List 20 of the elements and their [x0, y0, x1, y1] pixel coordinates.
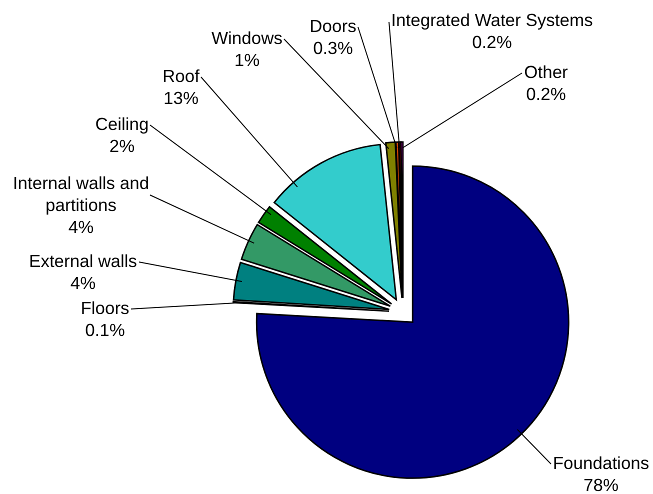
- slice-label: Other: [524, 62, 568, 82]
- slice-label: Doors: [310, 16, 357, 36]
- data-label: 4%: [68, 217, 94, 237]
- slice-label: Foundations: [552, 453, 650, 473]
- data-label: 4%: [70, 273, 96, 293]
- data-label: 0.2%: [472, 32, 512, 52]
- slice-label: Roof: [162, 66, 200, 86]
- slice-label: Internal walls and partitions: [12, 173, 150, 215]
- slice-label: Ceiling: [95, 114, 149, 134]
- slice-label: External walls: [29, 251, 138, 271]
- slice-label: Windows: [212, 28, 283, 48]
- slice-label: Floors: [80, 298, 130, 318]
- data-label: 0.2%: [526, 84, 566, 104]
- slice-label: Integrated Water Systems: [391, 10, 594, 30]
- data-label: 1%: [234, 50, 260, 70]
- data-label: 0.1%: [85, 320, 125, 340]
- data-label: 13%: [163, 88, 199, 108]
- data-label: 0.3%: [313, 38, 353, 58]
- data-label: 78%: [583, 475, 619, 494]
- data-label: 2%: [109, 136, 135, 156]
